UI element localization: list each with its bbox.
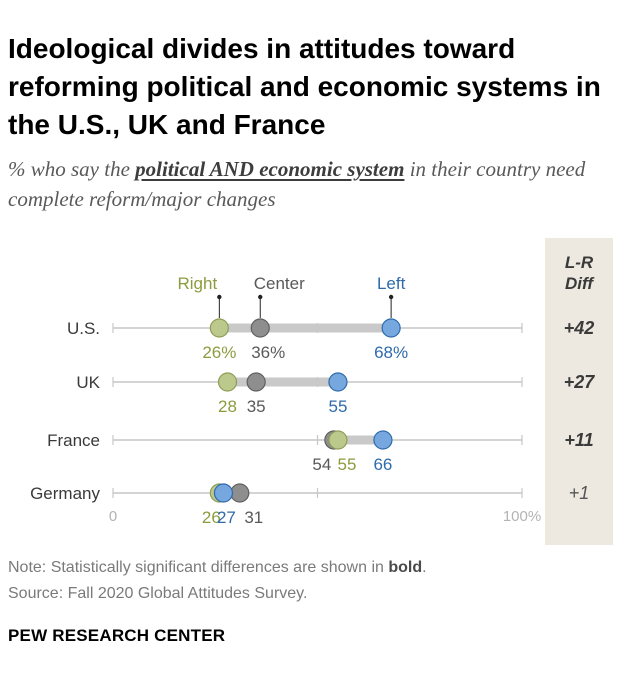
value-label-left: 66	[373, 455, 392, 474]
lr-diff-header-line1: L-R	[564, 253, 594, 272]
chart-subtitle: % who say the political AND economic sys…	[8, 154, 608, 214]
note-pre: Note: Statistically significant differen…	[8, 559, 389, 576]
value-label-center: 31	[244, 508, 263, 527]
row-label: France	[47, 431, 100, 450]
dot-right	[217, 372, 238, 392]
legend-right: Right	[177, 274, 217, 293]
lr-diff-header-line2: Diff	[564, 274, 593, 293]
note-post: .	[422, 559, 427, 576]
source: Source: Fall 2020 Global Attitudes Surve…	[8, 585, 308, 602]
value-label-left: 55	[328, 397, 347, 416]
legend-leader-dot	[388, 294, 394, 300]
legend-center: Center	[254, 274, 305, 293]
lr-diff-value: +42	[564, 318, 595, 338]
note-bold: bold	[388, 559, 423, 576]
value-label-right: 26%	[202, 343, 236, 362]
dot-right	[328, 430, 348, 450]
value-label-center: 54	[312, 455, 331, 474]
subtitle-post: in their country need complete reform/ma…	[8, 157, 586, 211]
dot-left	[381, 318, 401, 338]
dot-left	[213, 483, 234, 503]
row-label: U.S.	[67, 319, 100, 338]
value-label-center: 35	[247, 397, 266, 416]
dot-right	[209, 318, 229, 338]
value-label-center: 36%	[251, 343, 285, 362]
lr-diff-value: +11	[564, 430, 593, 450]
dot-left	[373, 430, 393, 450]
subtitle-emphasis: political AND economic system	[135, 157, 405, 181]
row-label: Germany	[30, 484, 100, 503]
dot-center	[230, 483, 250, 503]
value-label-right: 26	[202, 508, 221, 527]
legend-leader-dot	[217, 294, 222, 300]
legend-left: Left	[377, 274, 406, 293]
lr-diff-value: +27	[564, 372, 596, 392]
footer-brand: PEW RESEARCH CENTER	[8, 626, 226, 645]
subtitle-pre: % who say the	[8, 157, 136, 181]
x-tick-label: 100%	[503, 508, 541, 525]
x-tick-label: 0	[109, 508, 117, 525]
chart-title: Ideological divides in attitudes toward …	[8, 33, 601, 140]
row-label: UK	[76, 373, 100, 392]
legend-leader-dot	[258, 294, 263, 300]
lr-diff-header: L-R Diff	[545, 252, 613, 294]
dot-left	[328, 372, 348, 392]
value-label-right: 55	[337, 455, 356, 474]
dot-center	[246, 372, 266, 392]
value-label-left: 68%	[374, 343, 408, 362]
value-label-right: 28	[218, 397, 237, 416]
note: Note: Statistically significant differen…	[8, 558, 427, 578]
value-label-left: 27	[217, 508, 236, 527]
dot-center	[250, 318, 270, 338]
lr-diff-column	[545, 238, 613, 545]
lr-diff-value: +1	[569, 483, 590, 503]
